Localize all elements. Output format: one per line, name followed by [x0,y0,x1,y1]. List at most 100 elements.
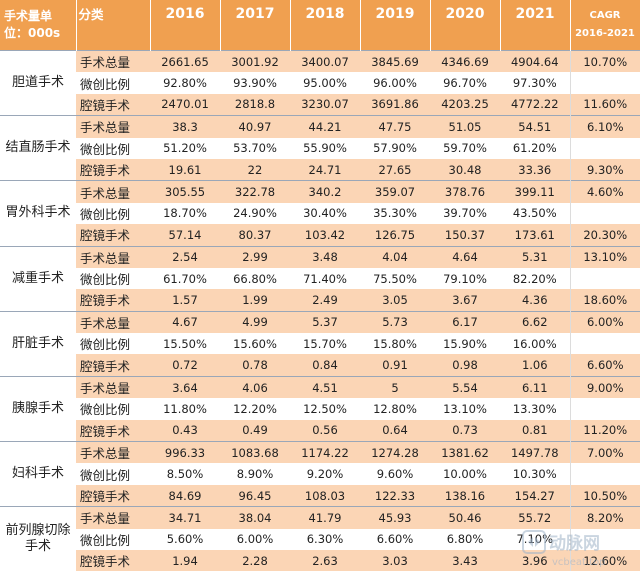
value-cell: 0.78 [220,354,290,377]
header-row: 手术量单 位：000s 分类 2016 2017 2018 2019 2020 … [0,0,640,51]
table-row: 腔镜手术 1.94 2.28 2.63 3.03 3.43 3.96 12.60% [0,549,640,572]
value-cell: 71.40% [290,267,360,290]
metric-label-cell: 微创比例 [76,333,150,355]
value-cell: 15.70% [290,333,360,355]
cagr-cell: 6.60% [569,354,640,377]
surgery-category-cell: 胰腺手术 [0,375,76,442]
value-cell: 4.51 [290,375,360,399]
value-cell: 4203.25 [430,93,500,116]
value-cell: 34.71 [150,506,220,529]
metric-label-cell: 手术总量 [76,115,150,138]
surgery-category-cell: 结直肠手术 [0,115,76,181]
value-cell: 4.99 [220,310,290,334]
year-header: 2016 [150,0,221,51]
value-cell: 322.78 [220,180,290,203]
metric-label-cell: 腔镜手术 [76,289,150,312]
metric-label-cell: 微创比例 [76,137,150,159]
value-cell: 340.2 [290,180,360,203]
value-cell: 0.56 [290,419,360,442]
metric-label-cell: 微创比例 [76,398,150,420]
value-cell: 93.90% [220,72,290,94]
value-cell: 3691.86 [360,93,430,116]
cagr-cell [569,72,640,94]
cagr-cell: 18.60% [569,289,640,312]
value-cell: 54.51 [500,115,570,138]
value-cell: 399.11 [500,180,570,203]
value-cell: 378.76 [430,180,500,203]
value-cell: 82.20% [500,267,570,290]
value-cell: 4.06 [220,375,290,399]
value-cell: 2.63 [290,549,360,572]
table-row: 胰腺手术 手术总量 3.64 4.06 4.51 5 5.54 6.11 9.00% [0,375,640,442]
value-cell: 44.21 [290,115,360,138]
surgery-category-cell: 肝脏手术 [0,310,76,377]
value-cell: 15.60% [220,333,290,355]
value-cell: 1381.62 [430,441,500,464]
value-cell: 55.72 [500,506,570,529]
value-cell: 5 [360,375,430,399]
value-cell: 10.30% [500,463,570,485]
table-row: 微创比例 51.20% 53.70% 55.90% 57.90% 59.70% 61.20% [0,137,640,159]
cagr-label: CAGR [589,10,621,21]
value-cell: 996.33 [150,441,220,464]
surgery-category-cell: 妇科手术 [0,441,76,507]
value-cell: 2661.65 [150,50,220,73]
value-cell: 0.49 [220,419,290,442]
metric-label-cell: 手术总量 [76,506,150,529]
value-cell: 2.49 [290,289,360,312]
metric-label-cell: 微创比例 [76,528,150,550]
value-cell: 39.70% [430,202,500,225]
value-cell: 0.84 [290,354,360,377]
value-cell: 47.75 [360,115,430,138]
value-cell: 12.80% [360,398,430,420]
value-cell: 10.00% [430,463,500,485]
value-cell: 38.3 [150,115,220,138]
value-cell: 3.43 [430,549,500,572]
metric-label-cell: 腔镜手术 [76,419,150,442]
metric-label-cell: 微创比例 [76,267,150,290]
value-cell: 24.71 [290,158,360,181]
value-cell: 150.37 [430,224,500,247]
value-cell: 3.67 [430,289,500,312]
value-cell: 96.45 [220,484,290,507]
year-header: 2019 [360,0,431,51]
metric-label-cell: 手术总量 [76,245,150,268]
cagr-cell: 10.70% [569,50,640,73]
unit-label-header: 手术量单 位：000s [0,0,77,51]
value-cell: 0.72 [150,354,220,377]
value-cell: 6.30% [290,528,360,550]
value-cell: 95.00% [290,72,360,94]
year-header: 2018 [290,0,361,51]
table-row: 腔镜手术 19.61 22 24.71 27.65 30.48 33.36 9.30% [0,158,640,181]
table-row: 微创比例 61.70% 66.80% 71.40% 75.50% 79.10% 82.20% [0,267,640,290]
cagr-cell [569,528,640,550]
value-cell: 19.61 [150,158,220,181]
value-cell: 4.64 [430,245,500,268]
value-cell: 96.70% [430,72,500,94]
value-cell: 51.20% [150,137,220,159]
value-cell: 3.03 [360,549,430,572]
metric-label-cell: 微创比例 [76,72,150,94]
value-cell: 0.64 [360,419,430,442]
value-cell: 53.70% [220,137,290,159]
value-cell: 80.37 [220,224,290,247]
table-row: 结直肠手术 手术总量 38.3 40.97 44.21 47.75 51.05 54.51 6.… [0,115,640,181]
table-row: 腔镜手术 0.72 0.78 0.84 0.91 0.98 1.06 6.60% [0,354,640,377]
value-cell: 40.97 [220,115,290,138]
table-row: 腔镜手术 57.14 80.37 103.42 126.75 150.37 173.61 20… [0,224,640,247]
cagr-cell: 6.00% [569,310,640,334]
value-cell: 2.28 [220,549,290,572]
table-row: 微创比例 92.80% 93.90% 95.00% 96.00% 96.70% 97.30% [0,72,640,94]
table-row: 妇科手术 手术总量 996.33 1083.68 1174.22 1274.28 1381.… [0,441,640,507]
value-cell: 1174.22 [290,441,360,464]
value-cell: 108.03 [290,484,360,507]
value-cell: 1.94 [150,549,220,572]
value-cell: 59.70% [430,137,500,159]
cagr-cell: 10.50% [569,484,640,507]
value-cell: 33.36 [500,158,570,181]
value-cell: 2.99 [220,245,290,268]
value-cell: 0.98 [430,354,500,377]
table-row: 腔镜手术 1.57 1.99 2.49 3.05 3.67 4.36 18.60% [0,289,640,312]
value-cell: 3.05 [360,289,430,312]
